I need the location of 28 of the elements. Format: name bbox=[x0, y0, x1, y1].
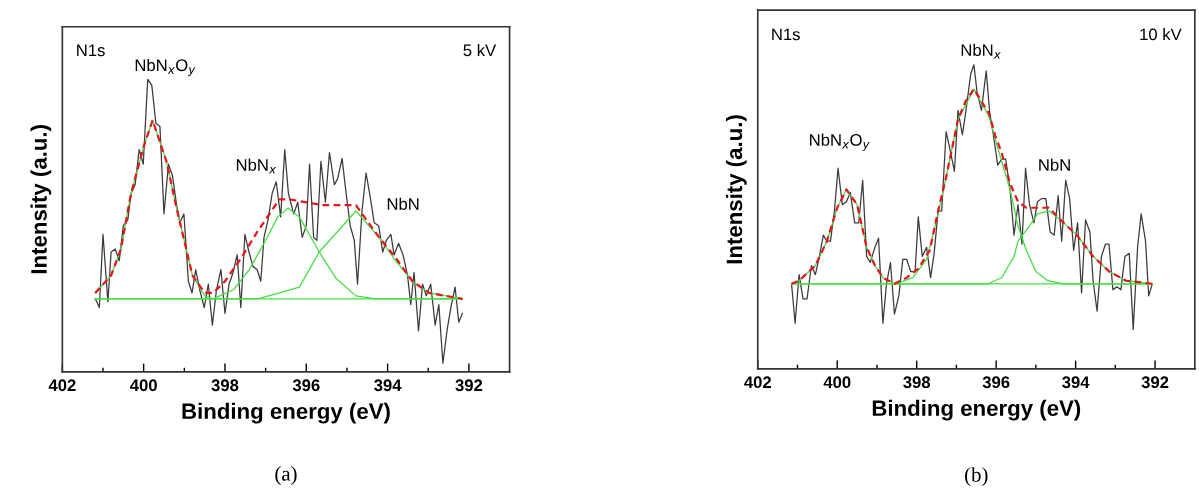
x-tick-label: 402 bbox=[48, 379, 76, 392]
annotation: NbN$_{x}$ bbox=[236, 158, 277, 174]
x-tick-label: 402 bbox=[744, 376, 772, 389]
text: N1s bbox=[772, 28, 800, 41]
x-tick-label: 396 bbox=[292, 379, 320, 392]
x-axis-title: Binding energy (eV) bbox=[872, 399, 1081, 421]
text: (b) bbox=[965, 467, 988, 487]
x-tick-label: 394 bbox=[374, 379, 402, 392]
text: NbN$_{x}$ bbox=[961, 43, 1001, 59]
annotation: NbN bbox=[387, 197, 419, 210]
annotation: NbN$_{x}$O$_{y}$ bbox=[810, 133, 870, 151]
x-axis-title: Binding energy (eV) bbox=[182, 402, 390, 424]
x-tick-label: 400 bbox=[823, 376, 851, 389]
x-tick-label: 398 bbox=[903, 376, 931, 389]
x-tick-label: 392 bbox=[455, 379, 483, 392]
y-axis-title: Intensity (a.u.) bbox=[725, 115, 747, 264]
text: 10 kV bbox=[1140, 28, 1182, 41]
x-tick-label: 392 bbox=[1141, 376, 1169, 389]
text: N1s bbox=[77, 44, 105, 57]
x-tick-label: 396 bbox=[982, 376, 1010, 389]
x-tick-label: 398 bbox=[211, 379, 239, 392]
y-axis-title: Intensity (a.u.) bbox=[30, 125, 52, 274]
x-tick-label: 400 bbox=[130, 379, 157, 392]
text: (a) bbox=[275, 466, 297, 485]
text: NbN$_{x}$O$_{y}$ bbox=[135, 58, 196, 77]
x-tick-label: 394 bbox=[1062, 376, 1090, 389]
text: 5 kV bbox=[463, 43, 497, 57]
annotation: NbN bbox=[1039, 158, 1070, 171]
